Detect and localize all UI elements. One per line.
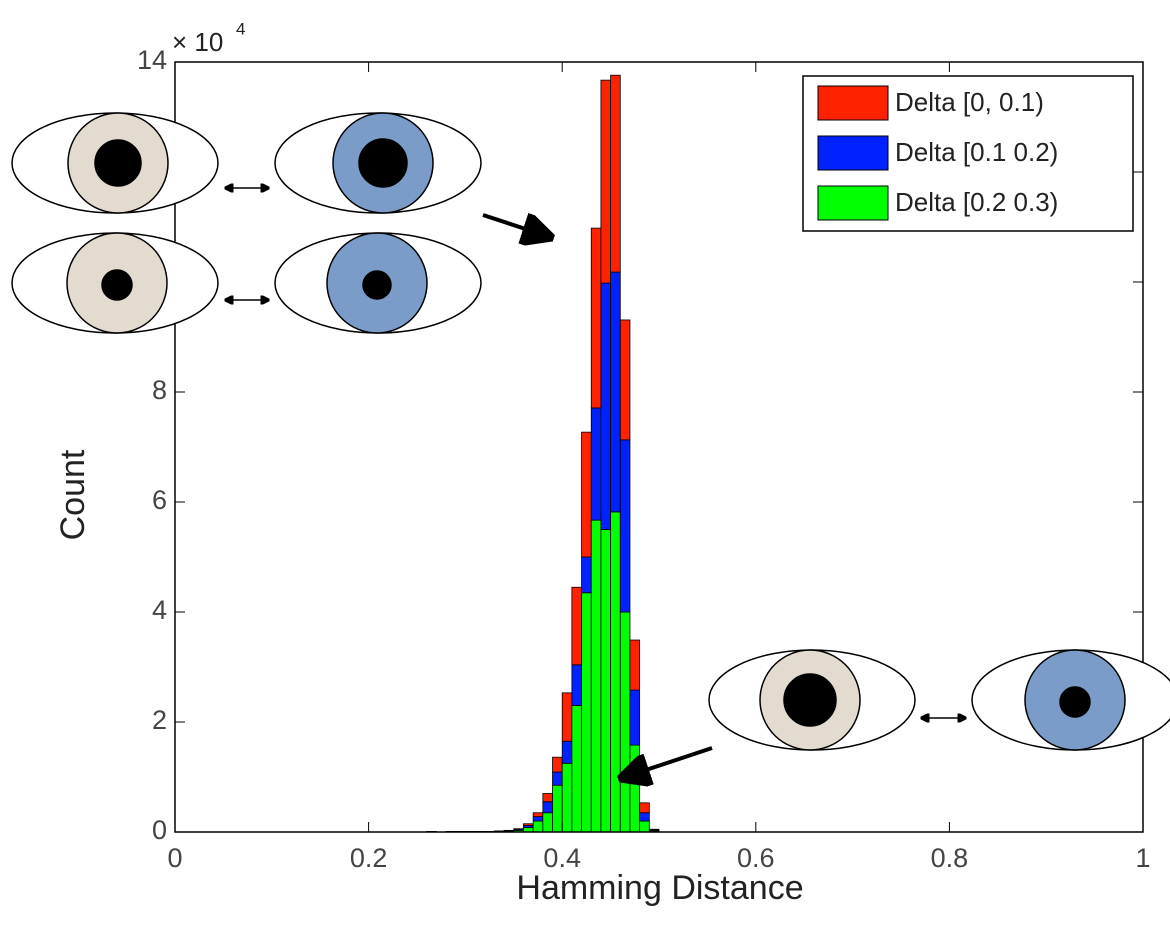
legend-swatch <box>818 136 888 170</box>
y-multiplier: × 10 <box>172 27 223 57</box>
bar-segment <box>640 821 650 832</box>
legend-label: Delta [0.2 0.3) <box>895 187 1058 217</box>
bar-segment <box>620 320 630 440</box>
bar-segment <box>620 440 630 612</box>
bar-segment <box>591 408 601 520</box>
y-tick-label: 8 <box>152 375 167 405</box>
bar-segment <box>562 741 572 763</box>
bar-segment <box>591 228 601 408</box>
y-multiplier-exponent: 4 <box>236 19 245 38</box>
y-tick-label: 0 <box>152 815 167 845</box>
x-axis-label: Hamming Distance <box>516 869 803 907</box>
bar-segment <box>582 557 592 593</box>
legend-label: Delta [0, 0.1) <box>895 87 1044 117</box>
bar-segment <box>582 432 592 557</box>
bar-segment <box>553 772 563 785</box>
bar-segment <box>611 512 621 832</box>
bar-segment <box>543 794 553 802</box>
bar-segment <box>533 813 543 817</box>
bar-segment <box>649 829 659 830</box>
bar-segment <box>601 283 611 529</box>
bar-segment <box>543 813 553 832</box>
legend-label: Delta [0.1 0.2) <box>895 137 1058 167</box>
legend-swatch <box>818 186 888 220</box>
bar-segment <box>562 693 572 741</box>
bar-segment <box>630 640 640 690</box>
bar-segment <box>620 612 630 832</box>
bar-segment <box>611 272 621 512</box>
bar-segment <box>591 520 601 832</box>
x-tick-label: 1 <box>1135 843 1150 873</box>
eye-pair <box>12 233 481 333</box>
bar-segment <box>572 665 582 706</box>
bar-segment <box>601 80 611 283</box>
bar-segment <box>572 587 582 665</box>
y-tick-label: 4 <box>152 595 167 625</box>
y-tick-label: 6 <box>152 485 167 515</box>
bar-segment <box>640 813 650 821</box>
bar-segment <box>582 593 592 832</box>
bar-segment <box>533 821 543 832</box>
y-tick-label: 2 <box>152 705 167 735</box>
bar-segment <box>553 785 563 832</box>
bar-segment <box>640 803 650 813</box>
eye-pair <box>12 113 481 213</box>
bar-segment <box>553 757 563 772</box>
bar-segment <box>523 824 533 826</box>
legend-swatch <box>818 86 888 120</box>
bar-segment <box>611 75 621 272</box>
x-tick-label: 0.8 <box>931 843 969 873</box>
y-tick-label: 14 <box>137 45 167 75</box>
bar-segment <box>543 802 553 813</box>
bar-segment <box>562 763 572 832</box>
bar-segment <box>601 530 611 833</box>
legend: Delta [0, 0.1) Delta [0.1 0.2) Delta [0.2 … <box>803 76 1133 231</box>
bar-segment <box>533 817 543 821</box>
bar-segment <box>572 706 582 833</box>
y-axis-label: Count <box>54 449 92 540</box>
bar-segment <box>514 829 524 830</box>
x-tick-label: 0.2 <box>350 843 388 873</box>
x-tick-label: 0 <box>167 843 182 873</box>
eye-pair <box>709 650 1170 750</box>
bar-segment <box>630 745 640 832</box>
arrow <box>483 215 550 237</box>
bar-segment <box>630 690 640 745</box>
